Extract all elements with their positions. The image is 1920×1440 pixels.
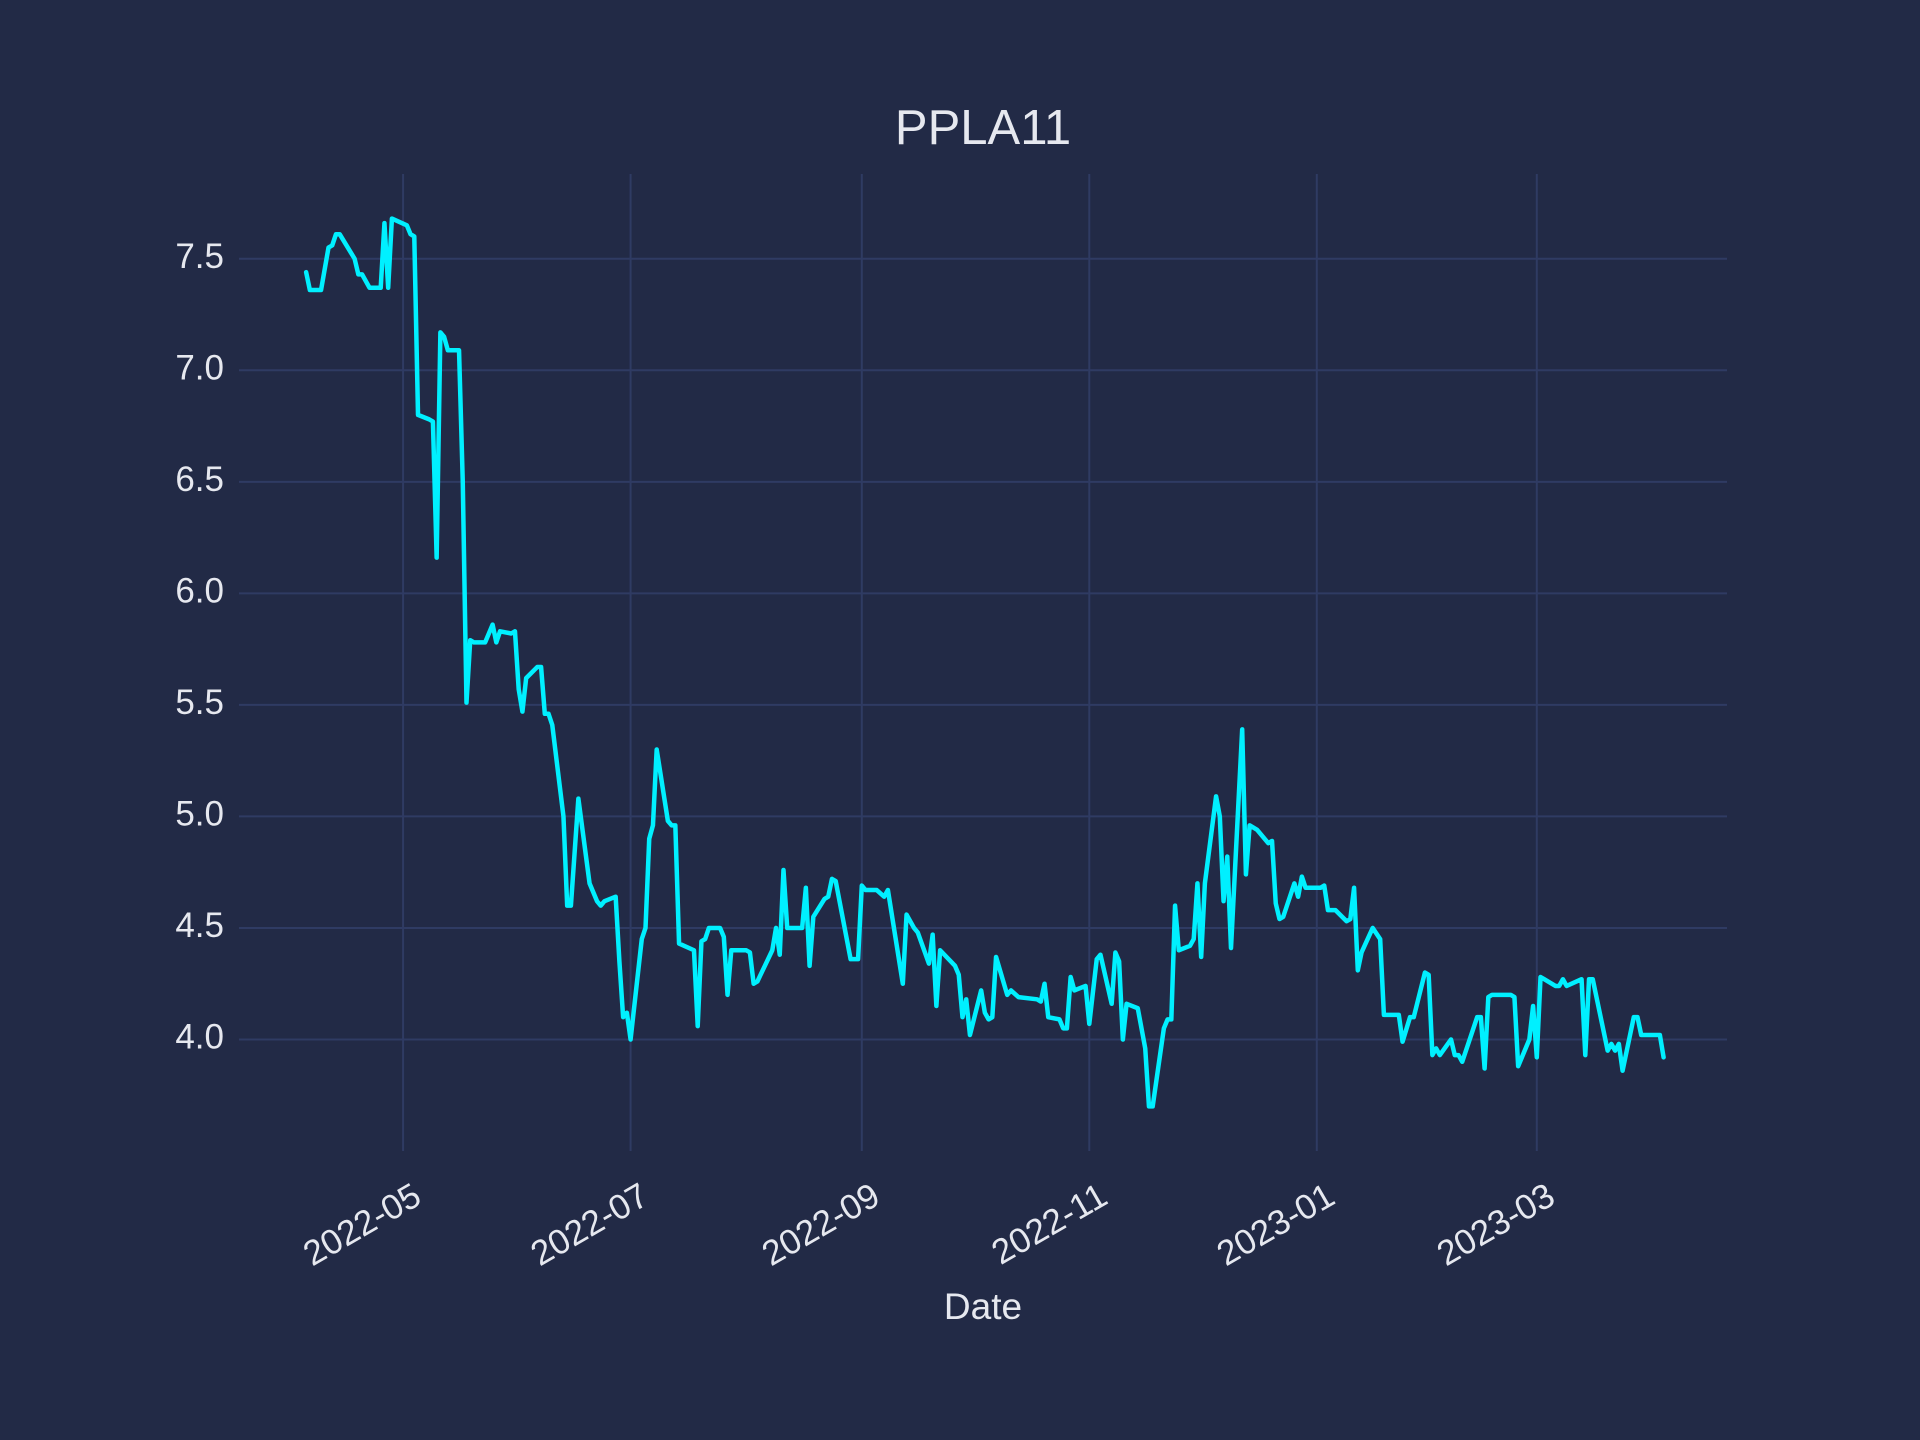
chart-title: PPLA11	[895, 101, 1071, 155]
price-line	[303, 216, 1666, 1109]
y-tick-label: 4.5	[175, 906, 224, 945]
y-tick-label: 4.0	[175, 1018, 224, 1057]
y-tick-label: 6.5	[175, 460, 224, 499]
y-tick-label: 7.0	[175, 349, 224, 388]
y-tick-label: 5.0	[175, 795, 224, 834]
y-tick-label: 7.5	[175, 237, 224, 276]
y-tick-label: 5.5	[175, 683, 224, 722]
y-tick-label: 6.0	[175, 572, 224, 611]
x-axis-label: Date	[944, 1286, 1022, 1327]
